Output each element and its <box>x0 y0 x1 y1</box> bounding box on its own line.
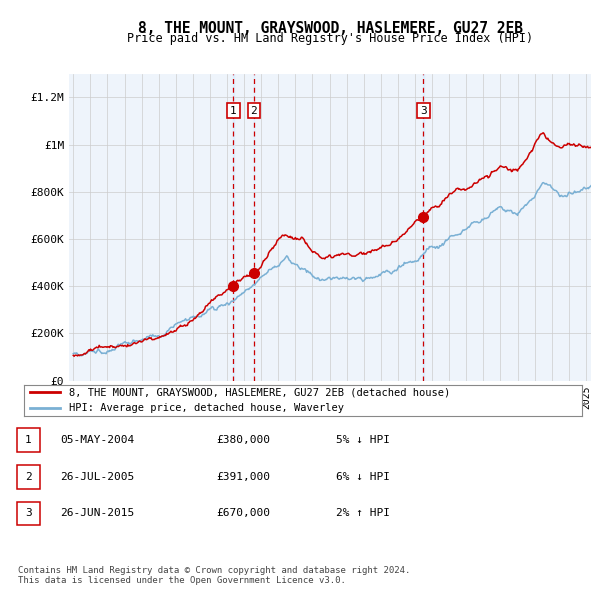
Text: 8, THE MOUNT, GRAYSWOOD, HASLEMERE, GU27 2EB: 8, THE MOUNT, GRAYSWOOD, HASLEMERE, GU27… <box>137 21 523 35</box>
Text: £380,000: £380,000 <box>216 435 270 445</box>
Text: 05-MAY-2004: 05-MAY-2004 <box>60 435 134 445</box>
Text: 2% ↑ HPI: 2% ↑ HPI <box>336 509 390 518</box>
Text: 26-JUL-2005: 26-JUL-2005 <box>60 472 134 481</box>
Text: 5% ↓ HPI: 5% ↓ HPI <box>336 435 390 445</box>
Text: 3: 3 <box>25 509 32 518</box>
Text: £670,000: £670,000 <box>216 509 270 518</box>
Text: HPI: Average price, detached house, Waverley: HPI: Average price, detached house, Wave… <box>68 403 344 413</box>
Text: 3: 3 <box>420 106 427 116</box>
Text: 8, THE MOUNT, GRAYSWOOD, HASLEMERE, GU27 2EB (detached house): 8, THE MOUNT, GRAYSWOOD, HASLEMERE, GU27… <box>68 388 450 398</box>
Bar <box>423 74 424 381</box>
Text: 6% ↓ HPI: 6% ↓ HPI <box>336 472 390 481</box>
Text: £391,000: £391,000 <box>216 472 270 481</box>
Text: Price paid vs. HM Land Registry's House Price Index (HPI): Price paid vs. HM Land Registry's House … <box>127 32 533 45</box>
Text: 2: 2 <box>25 472 32 481</box>
Text: 2: 2 <box>251 106 257 116</box>
Text: 26-JUN-2015: 26-JUN-2015 <box>60 509 134 518</box>
Text: 1: 1 <box>230 106 237 116</box>
Text: 1: 1 <box>25 435 32 445</box>
Text: Contains HM Land Registry data © Crown copyright and database right 2024.
This d: Contains HM Land Registry data © Crown c… <box>18 566 410 585</box>
